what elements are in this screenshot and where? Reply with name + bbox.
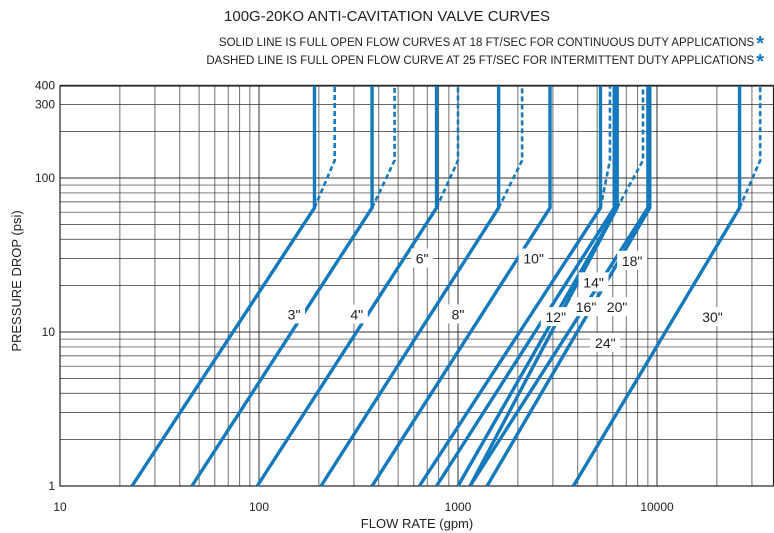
y-tick-label: 10	[42, 325, 56, 339]
x-tick-label: 1000	[445, 500, 472, 514]
size-label: 4"	[350, 306, 363, 322]
size-label-background	[571, 297, 602, 317]
size-label-background	[590, 332, 621, 352]
size-label-background	[697, 307, 728, 327]
curve-dashed	[435, 86, 460, 209]
asterisk-icon: *	[756, 51, 764, 73]
size-label-background	[283, 304, 306, 324]
size-label: 3"	[288, 306, 301, 322]
curve-dashed	[599, 86, 612, 209]
size-label-background	[602, 297, 633, 317]
y-tick-label: 100	[35, 171, 55, 185]
x-tick-label: 10000	[640, 500, 674, 514]
note-dashed-line: DASHED LINE IS FULL OPEN FLOW CURVE AT 2…	[206, 51, 764, 74]
size-label: 8"	[452, 306, 465, 322]
size-label: 12"	[546, 309, 567, 325]
plot-frame	[59, 85, 774, 487]
size-label-background	[411, 248, 434, 268]
curve-dashed	[313, 86, 336, 209]
curve-solid	[130, 86, 317, 487]
x-tick-label: 10	[53, 500, 67, 514]
curve-dashed	[370, 86, 396, 209]
note-solid-text: SOLID LINE IS FULL OPEN FLOW CURVES AT 1…	[218, 37, 755, 49]
size-label-background	[518, 248, 549, 268]
curve-dashed	[738, 86, 762, 209]
axis-ticks: 10 100 1000 10000 1 10 100 300 400	[35, 78, 674, 514]
curve-solid	[485, 86, 652, 487]
note-dashed-text: DASHED LINE IS FULL OPEN FLOW CURVE AT 2…	[206, 55, 755, 67]
size-label: 30"	[702, 309, 723, 325]
size-label: 6"	[416, 251, 429, 267]
size-label: 20"	[607, 299, 628, 315]
curve-solid	[468, 86, 650, 487]
curves	[130, 86, 762, 487]
note-solid-line: SOLID LINE IS FULL OPEN FLOW CURVES AT 1…	[219, 33, 764, 56]
chart-title: 100G-20KO ANTI-CAVITATION VALVE CURVES	[224, 8, 550, 25]
grid	[59, 84, 774, 487]
size-label-background	[578, 272, 609, 292]
size-label: 18"	[622, 253, 643, 269]
y-axis-label: PRESSURE DROP (psi)	[9, 210, 24, 351]
curve-dashed	[615, 86, 645, 209]
y-tick-label: 1	[48, 479, 55, 493]
size-label-background	[617, 250, 648, 270]
curve-dashed	[497, 86, 524, 209]
size-label-background	[345, 304, 368, 324]
size-label-background	[447, 304, 469, 324]
curve-solid	[190, 86, 374, 487]
size-label: 14"	[583, 274, 604, 290]
size-label-background	[540, 307, 571, 327]
y-tick-label: 300	[35, 98, 55, 112]
y-tick-label: 400	[35, 78, 55, 92]
asterisk-icon: *	[756, 33, 764, 55]
size-label: 16"	[576, 299, 597, 315]
size-label: 10"	[523, 251, 544, 267]
x-tick-label: 100	[249, 500, 269, 514]
size-label: 24"	[595, 335, 616, 351]
x-axis-label: FLOW RATE (gpm)	[361, 516, 473, 531]
size-labels: 3" 4" 6" 8" 10" 12" 14" 16" 18" 20" 24" 30"	[283, 248, 728, 352]
